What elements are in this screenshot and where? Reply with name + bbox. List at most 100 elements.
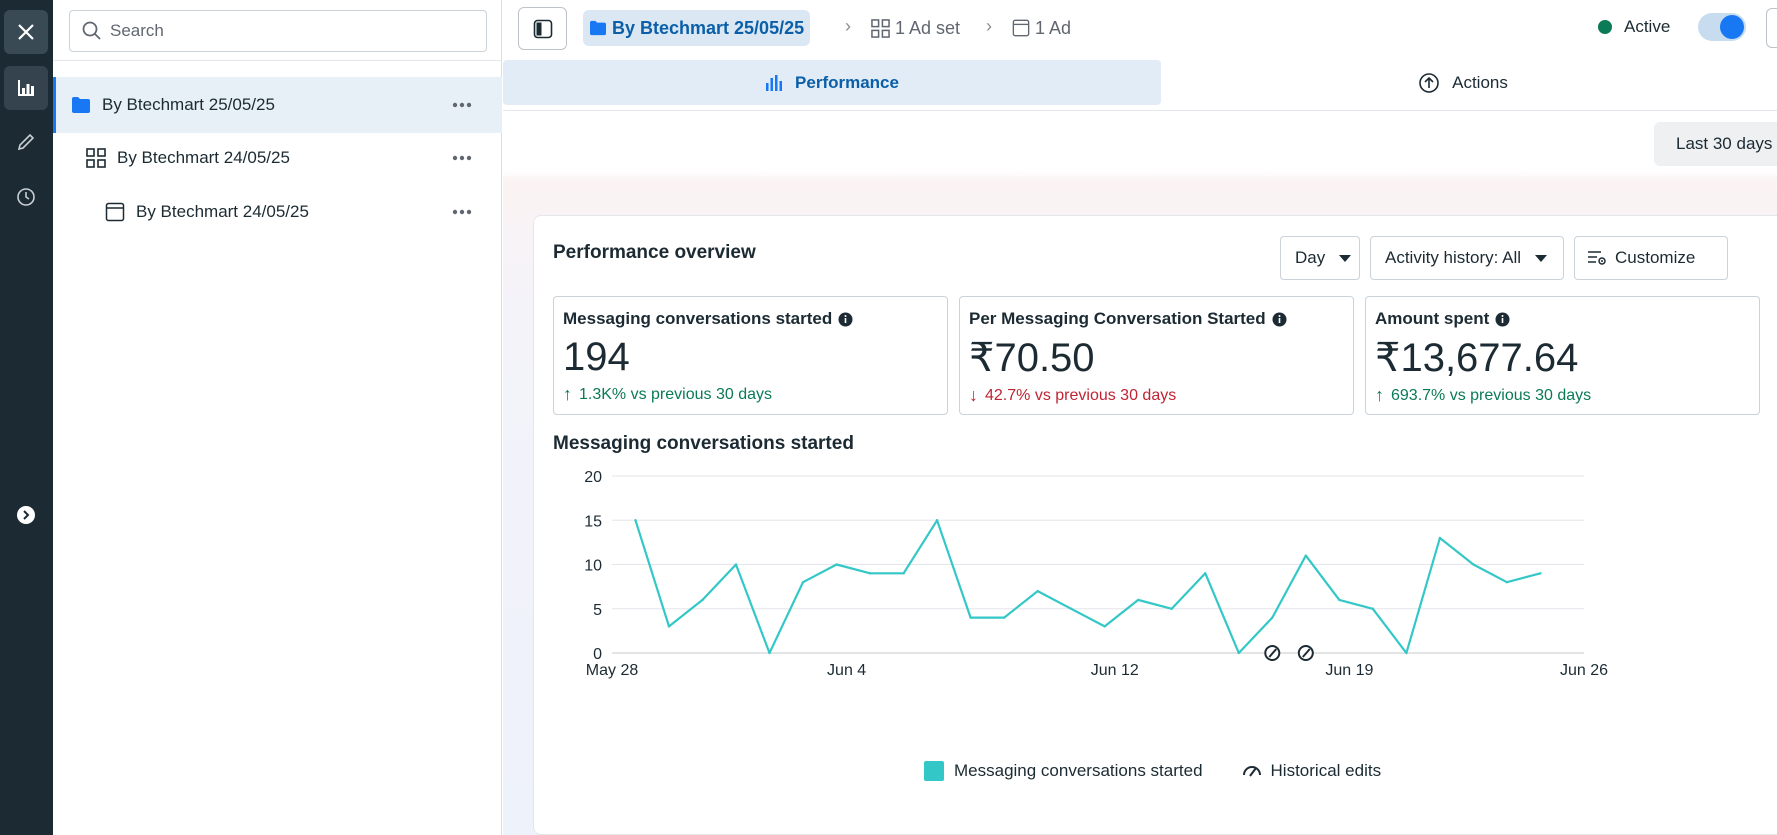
arrow-up-icon: ↑ <box>1375 385 1384 405</box>
data-point <box>801 581 805 584</box>
data-point <box>1237 651 1240 655</box>
arrow-up-circle-icon <box>1418 72 1440 94</box>
data-point <box>667 625 671 628</box>
customize-button[interactable]: Customize <box>1574 236 1728 280</box>
active-toggle[interactable] <box>1698 13 1746 41</box>
historical-edit-marker[interactable] <box>1297 645 1314 661</box>
status-indicator: Active <box>1598 17 1670 37</box>
expand-rail-button[interactable] <box>4 493 48 537</box>
data-point <box>1036 589 1039 593</box>
tab-bar: Performance Actions <box>503 60 1777 111</box>
toggle-sidebar-button[interactable] <box>518 7 567 50</box>
caret-down-icon <box>1339 254 1352 262</box>
data-point <box>1103 625 1106 628</box>
data-point <box>734 563 738 566</box>
data-point <box>1204 572 1207 575</box>
bar-chart-icon <box>765 74 783 92</box>
date-range-label: Last 30 days <box>1676 134 1773 153</box>
metric-delta: ↓ 42.7% vs previous 30 days <box>969 385 1344 406</box>
historical-edit-icon <box>1242 766 1261 777</box>
series-line <box>634 519 1541 655</box>
status-dot <box>1598 20 1612 34</box>
metric-label: Amount spent <box>1375 309 1490 328</box>
data-point <box>634 519 637 522</box>
data-point <box>701 598 704 602</box>
data-point <box>1170 607 1173 610</box>
tab-actions[interactable]: Actions <box>1323 60 1603 105</box>
data-point <box>768 651 771 655</box>
y-tick-label: 10 <box>584 558 602 575</box>
chevron-right-icon: › <box>986 16 992 36</box>
activity-history-dropdown[interactable]: Activity history: All <box>1370 236 1564 280</box>
interval-dropdown[interactable]: Day <box>1280 236 1360 280</box>
x-tick-label: Jun 4 <box>827 662 866 679</box>
search-input[interactable] <box>110 21 470 41</box>
line-chart: 0 5 10 15 20 May 28 Jun 4 Jun 12 Jun 19 Jun 26 <box>584 469 1608 679</box>
chevron-right-icon: › <box>845 16 851 36</box>
breadcrumb-campaign[interactable]: By Btechmart 25/05/25 <box>583 10 811 46</box>
close-icon <box>18 24 34 40</box>
data-point <box>969 616 972 619</box>
data-point <box>1137 598 1140 602</box>
more-options-button[interactable] <box>448 91 476 119</box>
info-icon[interactable] <box>1272 312 1287 327</box>
ad-window-icon <box>104 201 126 223</box>
x-tick-label: Jun 19 <box>1325 662 1373 679</box>
tree-item-campaign[interactable]: By Btechmart 25/05/25 <box>53 77 502 133</box>
data-point <box>1405 651 1408 655</box>
tree-item-ad[interactable]: By Btechmart 24/05/25 <box>53 184 502 240</box>
status-label: Active <box>1624 17 1671 36</box>
data-point <box>1271 616 1274 619</box>
performance-overview-card: Performance overview Day Activity histor… <box>533 215 1777 835</box>
data-point <box>935 519 939 522</box>
divider <box>53 60 502 61</box>
more-options-button[interactable] <box>448 144 476 172</box>
campaign-tree-panel: By Btechmart 25/05/25 By Btechmart 24/05… <box>53 0 502 835</box>
tree-item-adset[interactable]: By Btechmart 24/05/25 <box>53 130 502 186</box>
historical-edit-marker[interactable] <box>1264 645 1281 661</box>
close-button[interactable] <box>4 10 48 54</box>
metric-delta-text: 1.3K% vs previous 30 days <box>579 385 772 403</box>
metric-delta: ↑ 1.3K% vs previous 30 days <box>563 384 938 405</box>
edit-pencil-icon <box>17 133 35 151</box>
legend-series-label: Messaging conversations started <box>954 761 1203 780</box>
breadcrumb-campaign-label: By Btechmart 25/05/25 <box>612 17 805 38</box>
info-icon[interactable] <box>838 312 853 327</box>
overflow-button[interactable] <box>1766 8 1777 48</box>
metric-label-row: Per Messaging Conversation Started <box>969 309 1344 329</box>
tree-item-label: By Btechmart 24/05/25 <box>117 148 290 167</box>
more-options-button[interactable] <box>448 198 476 226</box>
x-tick-label: Jun 12 <box>1091 662 1139 679</box>
metric-value: 194 <box>563 335 630 379</box>
tab-performance[interactable]: Performance <box>503 60 1161 105</box>
metric-label-row: Messaging conversations started <box>563 309 938 329</box>
arrow-down-icon: ↓ <box>969 385 978 405</box>
adset-grid-icon <box>871 18 890 38</box>
data-point <box>835 563 838 566</box>
search-box[interactable] <box>69 10 487 52</box>
tab-performance-label: Performance <box>795 72 899 92</box>
performance-chart-icon <box>18 80 34 96</box>
breadcrumb-ad[interactable]: 1 Ad <box>1012 10 1071 46</box>
metric-delta-text: 693.7% vs previous 30 days <box>1391 386 1592 404</box>
data-point <box>1505 581 1509 584</box>
performance-nav-button[interactable] <box>4 66 48 110</box>
history-nav-button[interactable] <box>4 175 48 219</box>
data-point <box>1472 563 1475 566</box>
date-range-button[interactable]: Last 30 days <box>1654 122 1777 166</box>
edit-nav-button[interactable] <box>4 120 48 164</box>
data-point <box>902 572 905 575</box>
left-rail <box>0 0 53 835</box>
data-point <box>1338 598 1341 602</box>
info-icon[interactable] <box>1495 312 1510 327</box>
activity-history-label: Activity history: All <box>1385 248 1522 267</box>
folder-icon <box>70 94 92 116</box>
y-tick-label: 20 <box>584 469 602 486</box>
main-content: Last 30 days Performance overview Day Ac… <box>503 111 1777 835</box>
legend-item-series[interactable]: Messaging conversations started <box>924 761 1203 781</box>
more-dots-icon <box>452 209 472 215</box>
more-dots-icon <box>452 155 472 161</box>
legend-item-historical-edits[interactable]: Historical edits <box>1241 761 1381 781</box>
legend-swatch <box>924 761 944 781</box>
breadcrumb-adset[interactable]: 1 Ad set <box>871 10 960 46</box>
